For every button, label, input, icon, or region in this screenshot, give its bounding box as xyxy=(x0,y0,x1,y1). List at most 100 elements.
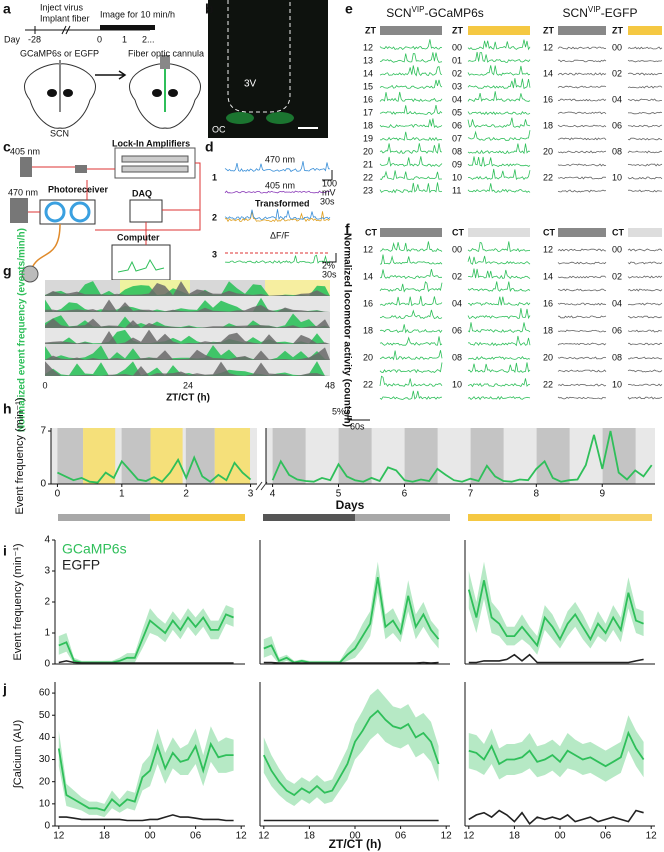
row-label: 00 xyxy=(452,42,462,52)
row-label: 02 xyxy=(612,68,622,78)
error-band xyxy=(263,688,439,807)
title-part: SCN xyxy=(386,6,411,20)
label: ZT xyxy=(612,25,623,35)
trace xyxy=(379,269,442,279)
trace xyxy=(627,383,663,387)
trace xyxy=(379,131,443,141)
trace xyxy=(467,268,531,280)
filter-cube xyxy=(44,201,66,223)
row-label: 04 xyxy=(612,298,622,308)
row-label: 12 xyxy=(543,244,553,254)
label: Implant fiber xyxy=(40,13,90,23)
trace xyxy=(467,183,531,193)
trace xyxy=(224,254,331,264)
trace xyxy=(557,383,607,387)
axis-label: ZT/CT (h) xyxy=(166,393,210,404)
scn-signal xyxy=(266,112,294,124)
label: 3V xyxy=(244,79,257,90)
row-label: 00 xyxy=(612,244,622,254)
label: CT xyxy=(612,227,624,237)
panel-label: e xyxy=(345,1,353,17)
row-label: 10 xyxy=(452,379,462,389)
axis-label: Event frequency (min⁻¹) xyxy=(14,397,26,514)
event-frequency xyxy=(45,313,330,328)
row-label: 02 xyxy=(452,68,462,78)
event-frequency xyxy=(45,345,330,360)
trace xyxy=(467,395,531,401)
trace xyxy=(379,241,443,253)
row-label: 08 xyxy=(452,146,462,156)
y-tick-label: 2 xyxy=(44,597,50,608)
trace xyxy=(379,65,443,77)
light-bar xyxy=(628,26,662,35)
band xyxy=(470,428,504,484)
label: 470 nm xyxy=(8,187,38,197)
x-tick-label: 3 xyxy=(248,489,254,500)
y-tick-label: 10 xyxy=(39,798,51,809)
scale-bar xyxy=(322,170,333,181)
trace xyxy=(224,211,331,223)
photoreceiver xyxy=(75,165,87,173)
label: 1 xyxy=(212,172,217,182)
label: 2... xyxy=(142,34,155,44)
y-tick-label: 50 xyxy=(39,710,51,721)
lockin-box xyxy=(114,147,196,179)
row-label: 14 xyxy=(363,271,373,281)
trace xyxy=(557,396,607,400)
trace xyxy=(627,163,663,167)
axis-label: Normalized event frequency (events/min/h… xyxy=(17,228,28,432)
line xyxy=(57,455,252,484)
row-label: 22 xyxy=(363,379,373,389)
line xyxy=(57,741,234,812)
label: Inject virus xyxy=(40,2,84,12)
x-tick-label: 4 xyxy=(270,489,276,500)
trace xyxy=(379,182,443,194)
trace xyxy=(379,118,443,129)
light-bar xyxy=(560,514,652,521)
x-tick-label: 12 xyxy=(463,831,475,842)
row-label: 14 xyxy=(543,271,553,281)
title-part: VIP xyxy=(588,5,601,14)
trace xyxy=(379,362,443,374)
y-tick-label: 0 xyxy=(44,821,50,832)
light-bar xyxy=(468,228,530,237)
row-label: 10 xyxy=(452,172,462,182)
band xyxy=(266,428,655,484)
row-label: 04 xyxy=(612,94,622,104)
label: 30s xyxy=(322,269,337,279)
title: SCNVIP-GCaMP6s xyxy=(386,5,484,20)
trace xyxy=(224,161,331,173)
title-part: -GCaMP6s xyxy=(424,6,483,20)
tick-label: 48 xyxy=(325,380,335,390)
trace xyxy=(627,59,663,63)
trace xyxy=(467,156,531,167)
trace xyxy=(467,117,531,129)
tick-label: 24 xyxy=(183,380,193,390)
label: SCN xyxy=(50,128,69,138)
line xyxy=(263,661,439,664)
row-label: 22 xyxy=(543,172,553,182)
trace xyxy=(467,255,531,265)
panel-label: i xyxy=(3,543,7,559)
y-tick-label: 1 xyxy=(44,628,50,639)
trace xyxy=(467,143,531,155)
locomotor-activity xyxy=(45,329,330,344)
trace xyxy=(557,329,607,333)
y-tick-label: 30 xyxy=(39,754,51,765)
title-part: -EGFP xyxy=(601,6,638,20)
label: 405 nm xyxy=(265,180,295,190)
daq-box xyxy=(129,199,163,223)
minicube xyxy=(39,199,96,225)
brain-outline xyxy=(128,63,202,129)
label: Fiber optic cannula xyxy=(128,48,204,58)
row-label: 13 xyxy=(363,55,373,65)
label: 2% xyxy=(322,260,335,270)
trace xyxy=(379,143,443,154)
y-tick-label: 60 xyxy=(39,688,51,699)
trace xyxy=(557,302,607,306)
trace xyxy=(467,378,531,388)
row-label: 09 xyxy=(452,159,462,169)
trace xyxy=(467,168,531,180)
x-tick-label: 00 xyxy=(349,831,361,842)
x-tick-label: 06 xyxy=(600,831,612,842)
